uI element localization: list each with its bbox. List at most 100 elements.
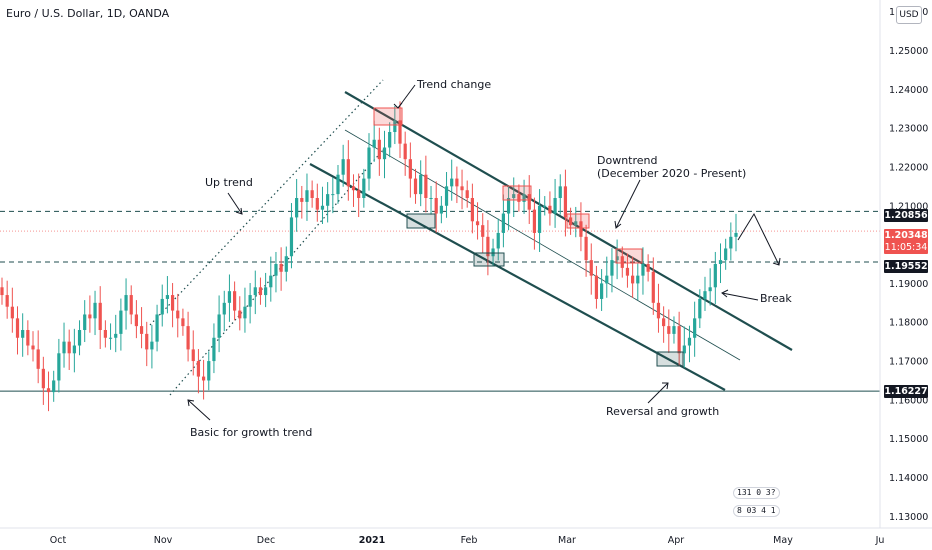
candle-body (398, 120, 402, 144)
candle-body (186, 326, 190, 350)
candle-body (667, 326, 671, 334)
candle-body (176, 310, 180, 319)
candle-body (0, 287, 4, 296)
candle-body (470, 198, 474, 222)
candle-body (605, 275, 609, 284)
candle-body (703, 291, 707, 299)
x-tick-label: Ju (875, 535, 885, 546)
candle-body (10, 306, 14, 319)
candle-body (207, 361, 211, 381)
candle-body (310, 190, 314, 198)
candle-body (491, 248, 495, 257)
candle-body (217, 314, 221, 338)
events-badge-1[interactable]: 131 0 3? (733, 487, 780, 499)
candle-body (724, 248, 728, 261)
candle-body (429, 198, 433, 199)
arrow-reversal-head (662, 382, 669, 390)
candle-body (119, 310, 123, 334)
candle-body (729, 236, 733, 249)
candle-body (408, 159, 412, 179)
x-tick-label: Oct (50, 535, 67, 546)
candle-body (201, 376, 206, 381)
arrow-trend-change-head (393, 102, 403, 109)
candle-body (134, 314, 138, 327)
candle-body (579, 221, 583, 237)
annotation-break: Break (760, 292, 792, 305)
candle-body (512, 194, 516, 198)
candle-body (424, 174, 428, 198)
candle-body (300, 198, 304, 202)
arrow-reversal (647, 382, 669, 404)
candle-body (155, 314, 159, 342)
candle-body (289, 217, 294, 257)
support-box (473, 252, 505, 267)
annotation-arrows (187, 84, 781, 421)
candle-body (656, 302, 661, 319)
candle-body (460, 186, 464, 191)
candle-body (305, 190, 309, 202)
candle-body (57, 353, 61, 381)
candle-body (103, 330, 107, 338)
candle-body (295, 198, 299, 218)
candle-body (351, 186, 356, 191)
candle-body (481, 225, 485, 237)
candle-body (532, 209, 537, 233)
candle-body (222, 302, 226, 315)
candle-body (548, 205, 552, 214)
arrow-basic (187, 399, 211, 421)
candle-body (253, 287, 257, 296)
candle-body (170, 295, 175, 311)
candle-body (41, 368, 45, 389)
candle-body (279, 264, 283, 272)
price-tag-current: 1.20348 (884, 229, 928, 242)
candle-body (419, 174, 423, 195)
price-tag-base: 1.16227 (884, 385, 928, 398)
candle-body (413, 178, 418, 195)
candle-body (403, 143, 407, 160)
candle-body (698, 298, 702, 319)
arrow-break-head (721, 289, 729, 298)
candle-body (269, 275, 273, 288)
candle-body (315, 198, 319, 210)
candle-body (114, 333, 118, 338)
candle-body (98, 302, 102, 330)
candle-body (372, 139, 376, 148)
candle-body (450, 178, 454, 187)
resistance-box (615, 248, 643, 264)
candle-body (558, 186, 562, 198)
x-tick-label: Feb (461, 535, 478, 546)
y-tick-label: 1.17000 (889, 357, 928, 368)
candle-body (367, 147, 371, 179)
candle-body (444, 186, 449, 206)
candle-body (346, 159, 350, 187)
candle-body (227, 291, 232, 303)
candle-body (610, 260, 614, 276)
y-tick-label: 1.15000 (889, 434, 928, 445)
y-tick-label: 1.13000 (889, 512, 928, 523)
candle-body (191, 349, 195, 362)
candle-body (537, 205, 542, 233)
candle-body (496, 232, 500, 249)
candle-body (734, 232, 738, 237)
candle-body (475, 221, 480, 226)
candle-body (486, 236, 490, 257)
x-tick-label: 2021 (359, 535, 385, 546)
y-axis: 1.260001.250001.240001.230001.220001.210… (879, 0, 928, 528)
y-tick-label: 1.23000 (889, 124, 928, 135)
candle-body (465, 190, 469, 198)
candle-body (382, 147, 387, 160)
candle-body (662, 318, 666, 327)
candle-body (5, 295, 9, 307)
candle-body (646, 264, 650, 272)
y-tick-label: 1.22000 (889, 162, 928, 173)
support-box (656, 351, 684, 367)
candle-body (93, 302, 97, 319)
candle-body (108, 337, 113, 339)
candle-body (88, 314, 92, 319)
candle-body (238, 310, 242, 319)
candle-body (600, 283, 604, 299)
currency-button[interactable]: USD (896, 6, 922, 24)
candle-body (139, 326, 144, 334)
x-axis: Oct Nov Dec 2021 Feb Mar Apr May Ju (0, 527, 932, 546)
events-badge-2[interactable]: 8 03 4 1 (733, 505, 780, 517)
